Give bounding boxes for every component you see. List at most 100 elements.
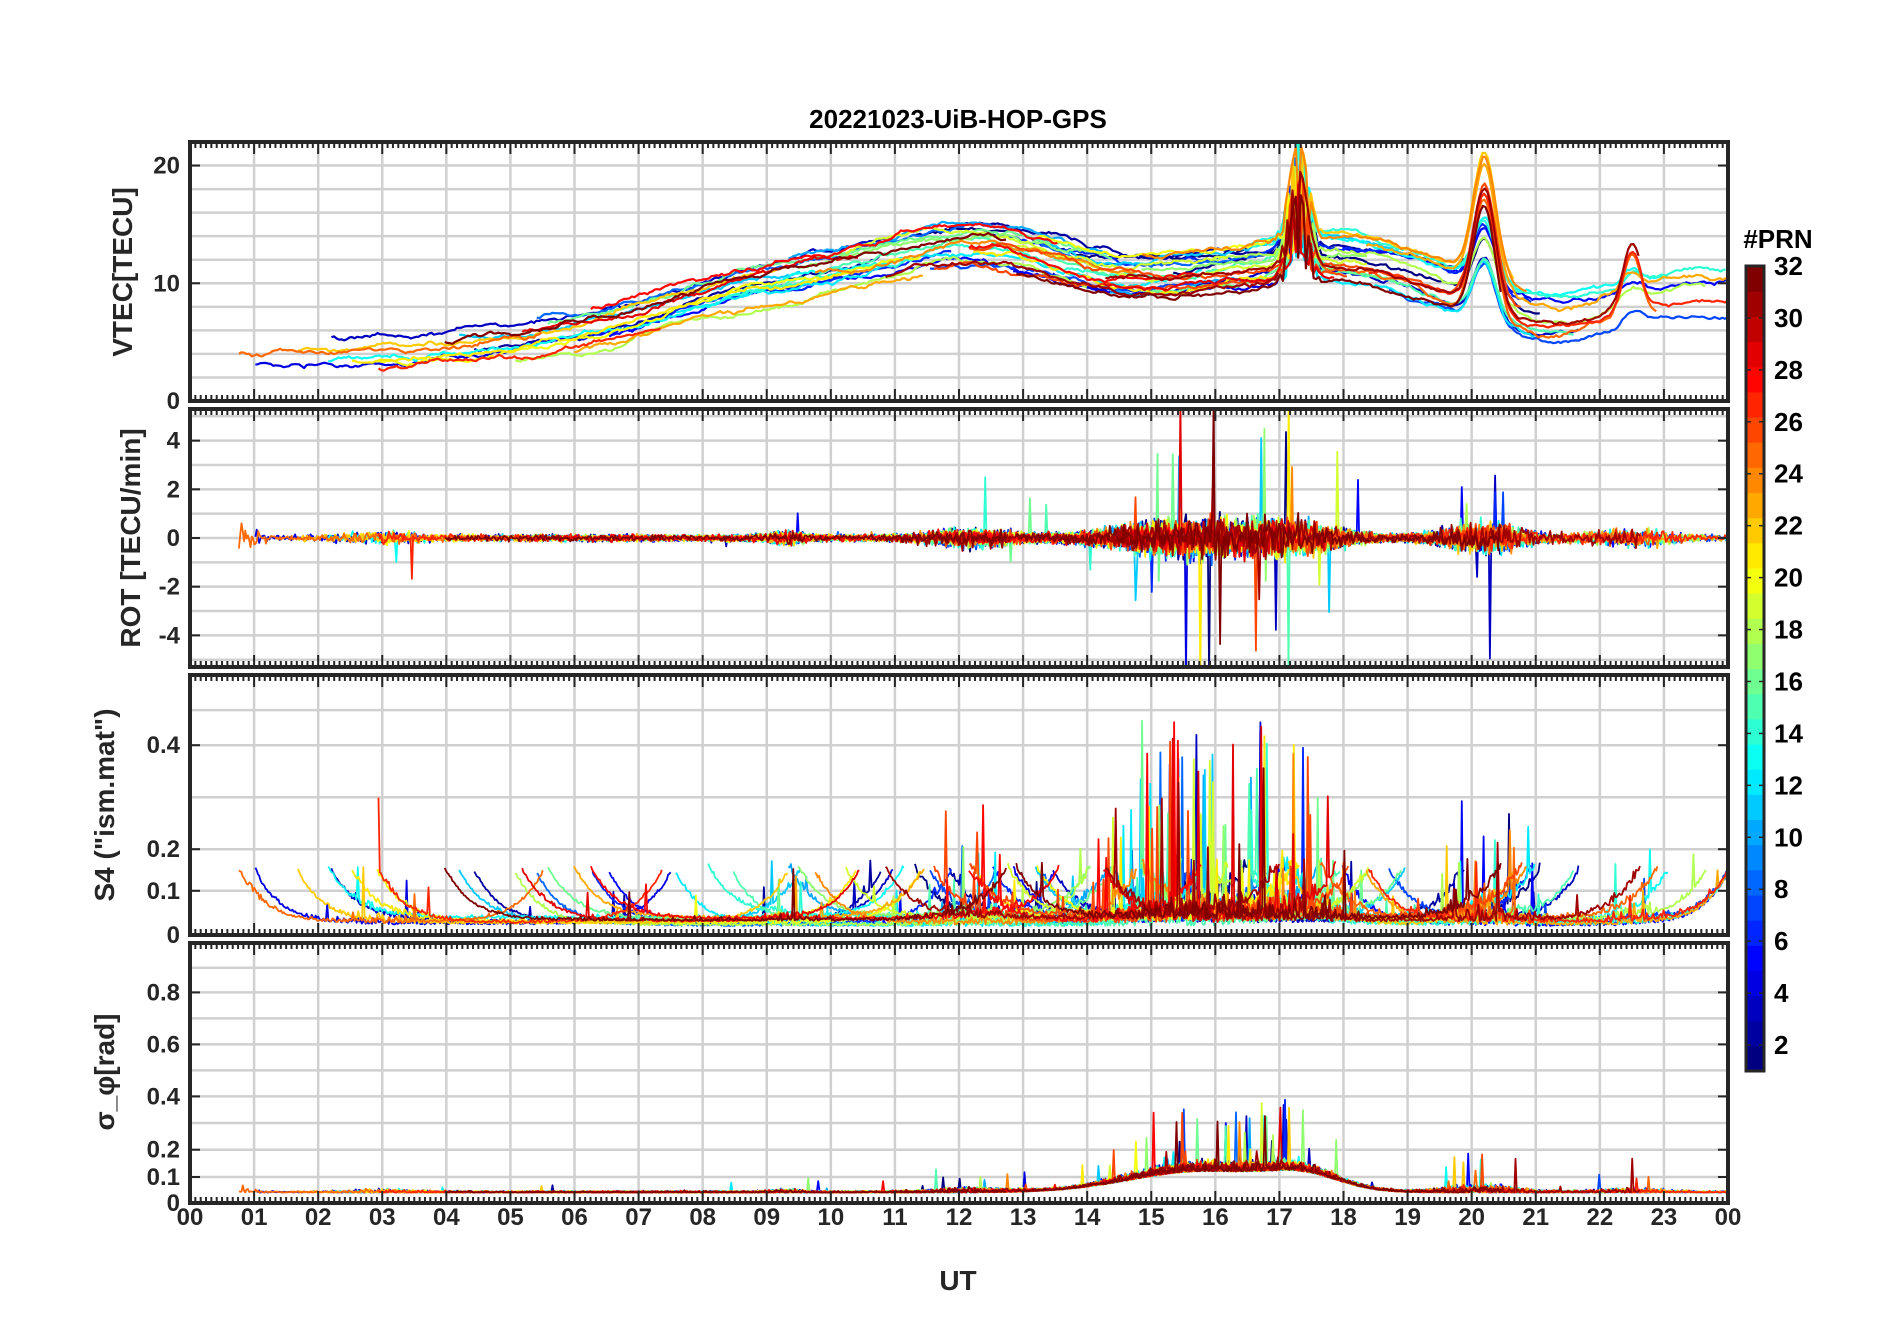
y-tick-label: 0.4: [147, 732, 181, 759]
x-tick-label: 12: [946, 1204, 973, 1231]
panel-rot-frame: [188, 407, 1730, 669]
panel-sigma-phi-frame: [188, 941, 1730, 1205]
sigma-phi-trace: [1015, 1115, 1502, 1194]
colorbar-tick-label: 22: [1774, 511, 1803, 541]
rot-trace: [444, 528, 1007, 547]
colorbar-segment: [1746, 743, 1764, 770]
x-tick-label: 13: [1010, 1204, 1037, 1231]
y-tick-label: 0: [167, 388, 180, 415]
y-tick-label: 4: [167, 428, 181, 455]
colorbar-segment: [1746, 668, 1764, 695]
vtec-trace: [1105, 170, 1640, 326]
x-tick-label: 04: [433, 1204, 460, 1231]
x-tick-label: 20: [1458, 1204, 1485, 1231]
panel-rot-traces: [238, 409, 1728, 667]
vtec-trace: [1035, 151, 1406, 266]
vtec-trace: [1388, 262, 1728, 345]
x-tick-label: 11: [882, 1204, 907, 1231]
vtec-trace: [536, 221, 996, 320]
x-tick-label: 06: [561, 1204, 588, 1231]
s4-trace: [968, 721, 1202, 923]
vtec-trace: [238, 331, 543, 358]
panel-vtec-frame: [188, 140, 1730, 403]
y-tick-label: 0.8: [147, 979, 180, 1006]
panel-s4-y-tick-labels: 0 0.1 0.2 0.4: [147, 732, 181, 949]
panel-s4: 0 0.1 0.2 0.4 S4 ("ism.mat"): [89, 673, 1730, 949]
colorbar-tick-label: 30: [1774, 303, 1803, 333]
x-tick-label: 18: [1330, 1204, 1357, 1231]
colorbar-segment: [1746, 442, 1764, 468]
colorbar-segment: [1746, 1045, 1764, 1072]
vtec-trace: [788, 220, 1110, 260]
s4-trace: [521, 867, 860, 923]
s4-trace: [1104, 781, 1641, 923]
vtec-trace: [590, 223, 1058, 310]
colorbar-label: #PRN: [1743, 224, 1812, 254]
x-axis-title: UT: [939, 1265, 976, 1296]
vtec-trace: [1140, 177, 1401, 294]
colorbar-segment: [1746, 467, 1764, 494]
rot-trace: [884, 519, 1280, 559]
panel-rot-ylabel: ROT [TECU/min]: [115, 428, 146, 647]
colorbar-segment: [1746, 970, 1764, 997]
panel-s4-frame: [188, 673, 1730, 937]
colorbar-segment: [1746, 316, 1764, 343]
colorbar-segment: [1746, 769, 1764, 795]
panel-sigma-phi-grid: [190, 943, 1728, 1203]
panel-rot-grid: [190, 409, 1728, 667]
vtec-trace: [255, 313, 672, 370]
colorbar-tick-label: 28: [1774, 355, 1803, 385]
x-tick-label: 10: [817, 1204, 844, 1231]
colorbar-segment: [1746, 416, 1764, 443]
vtec-trace: [297, 265, 788, 353]
panel-vtec: 0 10 20 VTEC[TECU]: [107, 140, 1730, 415]
vtec-trace: [351, 270, 856, 364]
colorbar-segment: [1746, 1020, 1764, 1047]
rot-trace: [1015, 409, 1502, 645]
colorbar-tick-label: 6: [1774, 926, 1788, 956]
colorbar-tick-label: 12: [1774, 770, 1803, 800]
panel-s4-traces: [238, 719, 1728, 927]
colorbar-tick-label: 24: [1774, 459, 1803, 489]
panel-sigma-phi-traces: [238, 1098, 1728, 1194]
panel-sigma-phi-y-tick-labels: 00.10.2 0.4 0.6 0.8: [147, 979, 181, 1217]
colorbar-segment: [1746, 266, 1764, 292]
x-tick-label: 19: [1394, 1204, 1421, 1231]
colorbar-segment: [1746, 643, 1764, 670]
y-tick-label: 10: [153, 270, 180, 297]
colorbar-tick-label: 32: [1774, 251, 1803, 281]
y-tick-label: -2: [159, 574, 180, 601]
panel-sigma-phi: 00.10.2 0.4 0.6 0.8 σ_φ[rad]: [89, 941, 1730, 1217]
y-tick-label: 0: [167, 525, 180, 552]
vtec-trace: [444, 231, 1007, 345]
colorbar-segment: [1746, 618, 1764, 644]
y-tick-label: 0: [167, 1190, 180, 1217]
colorbar-tick-label: 26: [1774, 407, 1803, 437]
colorbar-tick-label: 20: [1774, 563, 1803, 593]
panel-rot-y-tick-labels: -4 -2 0 2 4: [159, 428, 181, 650]
y-tick-label: 0.2: [147, 836, 180, 863]
vtec-trace: [914, 226, 1249, 261]
x-tick-label: 05: [497, 1204, 524, 1231]
colorbar-segment: [1746, 794, 1764, 821]
colorbar-tick-label: 2: [1774, 1030, 1788, 1060]
colorbar-tick-label: 14: [1774, 718, 1803, 748]
x-tick-label: 15: [1138, 1204, 1165, 1231]
vtec-trace: [1036, 192, 1293, 259]
x-axis-tick-labels: 00 01 02 03 04 05 06 07 08 09 10 11 12 13 14 15 16 17 18 19…: [177, 1204, 1742, 1231]
colorbar-tick-label: 18: [1774, 615, 1803, 645]
y-tick-label: 0.6: [147, 1031, 180, 1058]
s4-trace: [1319, 846, 1659, 921]
y-tick-label: 0.1: [147, 1164, 180, 1191]
colorbar-segment: [1746, 995, 1764, 1022]
x-tick-label: 09: [753, 1204, 780, 1231]
vtec-trace: [814, 239, 1137, 275]
vtec-trace: [1103, 183, 1335, 292]
colorbar-segment: [1746, 945, 1764, 971]
colorbar-segment: [1746, 844, 1764, 871]
panel-vtec-ylabel: VTEC[TECU]: [107, 187, 138, 357]
vtec-trace: [1248, 143, 1726, 299]
colorbar-segment: [1746, 593, 1764, 619]
y-tick-label: 0: [167, 922, 180, 949]
